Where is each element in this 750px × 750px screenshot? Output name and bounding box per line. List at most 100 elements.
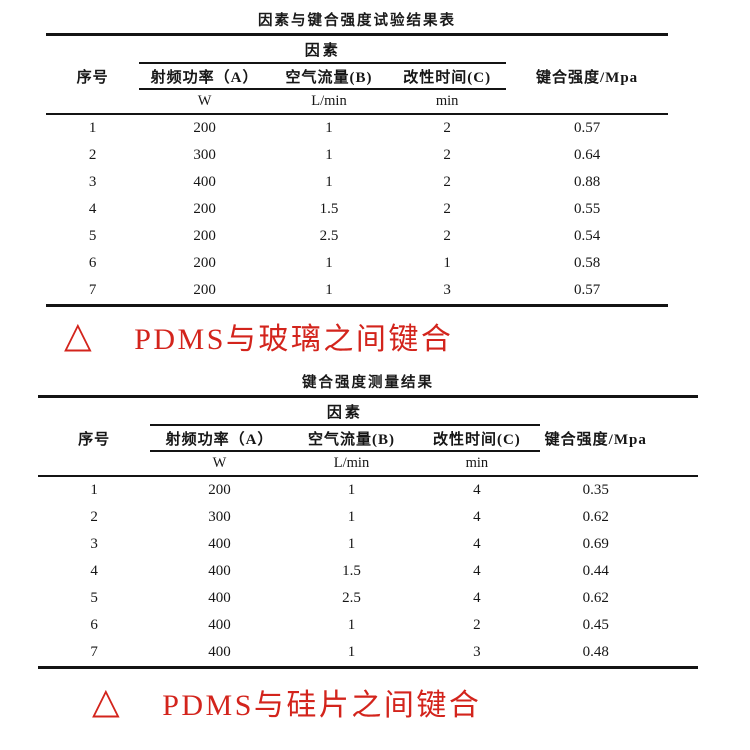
cell-modify-time: 2 <box>443 201 451 217</box>
table-row: 1 200 1 4 0.35 <box>38 477 698 504</box>
group-underline <box>150 424 540 426</box>
cell-bond-strength: 0.88 <box>573 174 601 190</box>
caption-silicon-bonding: △ PDMS与硅片之间键合 <box>92 681 482 723</box>
cell-air-flow: 1 <box>347 536 356 552</box>
cell-index: 2 <box>90 509 98 525</box>
cell-rf-power: 400 <box>208 644 231 660</box>
table-row: 2 300 1 4 0.62 <box>38 504 698 531</box>
cell-modify-time: 2 <box>443 174 451 190</box>
cell-bond-strength: 0.69 <box>582 536 609 552</box>
cell-index: 5 <box>88 228 97 244</box>
cell-index: 5 <box>90 590 98 606</box>
header-underline <box>139 88 507 90</box>
cell-index: 4 <box>88 201 97 217</box>
cell-air-flow: 1 <box>347 482 356 498</box>
header-bottom-rule <box>46 113 668 115</box>
cell-index: 6 <box>88 255 97 271</box>
table-bottom-rule <box>46 304 668 307</box>
cell-bond-strength: 0.48 <box>582 644 609 660</box>
header-underline <box>150 450 540 452</box>
cell-air-flow: 1 <box>325 120 333 136</box>
caption-text: PDMS与玻璃之间键合 <box>134 323 454 356</box>
cell-air-flow: 1 <box>347 617 356 633</box>
units-row: W L/min min <box>38 452 698 475</box>
table-top-rule <box>46 33 668 36</box>
cell-modify-time: 4 <box>473 482 481 498</box>
cell-rf-power: 200 <box>193 228 216 244</box>
table-title: 键合强度测量结果 <box>302 375 434 391</box>
cell-bond-strength: 0.44 <box>582 563 609 579</box>
cell-bond-strength: 0.55 <box>573 201 601 217</box>
cell-index: 7 <box>90 644 98 660</box>
cell-air-flow: 1 <box>325 174 333 190</box>
unit-lmin: L/min <box>311 93 347 109</box>
col-header-rf-power: 射频功率（A） <box>150 69 259 86</box>
table-row: 7 200 1 3 0.57 <box>46 277 668 304</box>
triangle-icon: △ <box>92 681 123 722</box>
caption-glass-bonding: △ PDMS与玻璃之间键合 <box>64 315 454 357</box>
table-row: 6 200 1 1 0.58 <box>46 250 668 277</box>
cell-index: 3 <box>88 174 97 190</box>
cell-modify-time: 4 <box>473 509 481 525</box>
table-title: 因素与键合强度试验结果表 <box>258 13 456 29</box>
cell-rf-power: 400 <box>193 174 216 190</box>
cell-air-flow: 1 <box>325 282 333 298</box>
unit-min: min <box>465 455 489 471</box>
cell-index: 1 <box>88 120 97 136</box>
triangle-icon: △ <box>64 315 95 356</box>
table-row: 4 200 1.5 2 0.55 <box>46 196 668 223</box>
cell-rf-power: 200 <box>193 201 216 217</box>
col-header-air-flow: 空气流量(B) <box>285 69 373 86</box>
unit-min: min <box>435 93 459 109</box>
unit-lmin: L/min <box>333 455 370 471</box>
table-row: 3 400 1 2 0.88 <box>46 169 668 196</box>
cell-bond-strength: 0.54 <box>573 228 601 244</box>
table-top-rule <box>38 395 698 398</box>
cell-bond-strength: 0.58 <box>573 255 601 271</box>
cell-rf-power: 400 <box>208 590 231 606</box>
cell-bond-strength: 0.62 <box>582 590 609 606</box>
cell-bond-strength: 0.45 <box>582 617 609 633</box>
table-row: 5 200 2.5 2 0.54 <box>46 223 668 250</box>
group-underline <box>139 62 507 64</box>
table-row: 2 300 1 2 0.64 <box>46 142 668 169</box>
cell-air-flow: 2.5 <box>319 228 339 244</box>
cell-air-flow: 1 <box>347 644 356 660</box>
col-header-modify-time: 改性时间(C) <box>403 69 492 86</box>
factors-group-header: 因素 <box>304 42 341 59</box>
group-header-row: 因素 <box>46 36 668 62</box>
cell-bond-strength: 0.35 <box>582 482 609 498</box>
cell-rf-power: 400 <box>208 536 231 552</box>
cell-modify-time: 1 <box>443 255 451 271</box>
table-row: 7 400 1 3 0.48 <box>38 639 698 666</box>
unit-watt: W <box>197 93 212 109</box>
cell-air-flow: 1.5 <box>319 201 339 217</box>
cell-air-flow: 1.5 <box>342 563 361 579</box>
cell-modify-time: 4 <box>473 563 481 579</box>
cell-modify-time: 3 <box>473 644 481 660</box>
col-header-rf-power: 射频功率（A） <box>165 431 274 448</box>
caption-text: PDMS与硅片之间键合 <box>162 689 482 722</box>
cell-rf-power: 200 <box>193 255 216 271</box>
col-header-air-flow: 空气流量(B) <box>307 431 395 448</box>
factors-group-header: 因素 <box>326 404 363 421</box>
col-header-bond-strength: 键合强度/Mpa <box>536 69 639 86</box>
cell-modify-time: 2 <box>443 228 451 244</box>
table-row: 4 400 1.5 4 0.44 <box>38 558 698 585</box>
cell-rf-power: 400 <box>208 617 231 633</box>
cell-rf-power: 200 <box>193 282 216 298</box>
cell-rf-power: 400 <box>208 563 231 579</box>
cell-bond-strength: 0.62 <box>582 509 609 525</box>
cell-air-flow: 1 <box>325 255 333 271</box>
cell-modify-time: 2 <box>443 147 451 163</box>
cell-bond-strength: 0.64 <box>573 147 601 163</box>
cell-index: 1 <box>90 482 98 498</box>
col-header-bond-strength: 键合强度/Mpa <box>544 431 647 448</box>
cell-air-flow: 1 <box>347 509 356 525</box>
cell-rf-power: 200 <box>208 482 231 498</box>
cell-modify-time: 3 <box>443 282 451 298</box>
cell-index: 7 <box>88 282 97 298</box>
unit-watt: W <box>212 455 227 471</box>
cell-modify-time: 4 <box>473 590 481 606</box>
